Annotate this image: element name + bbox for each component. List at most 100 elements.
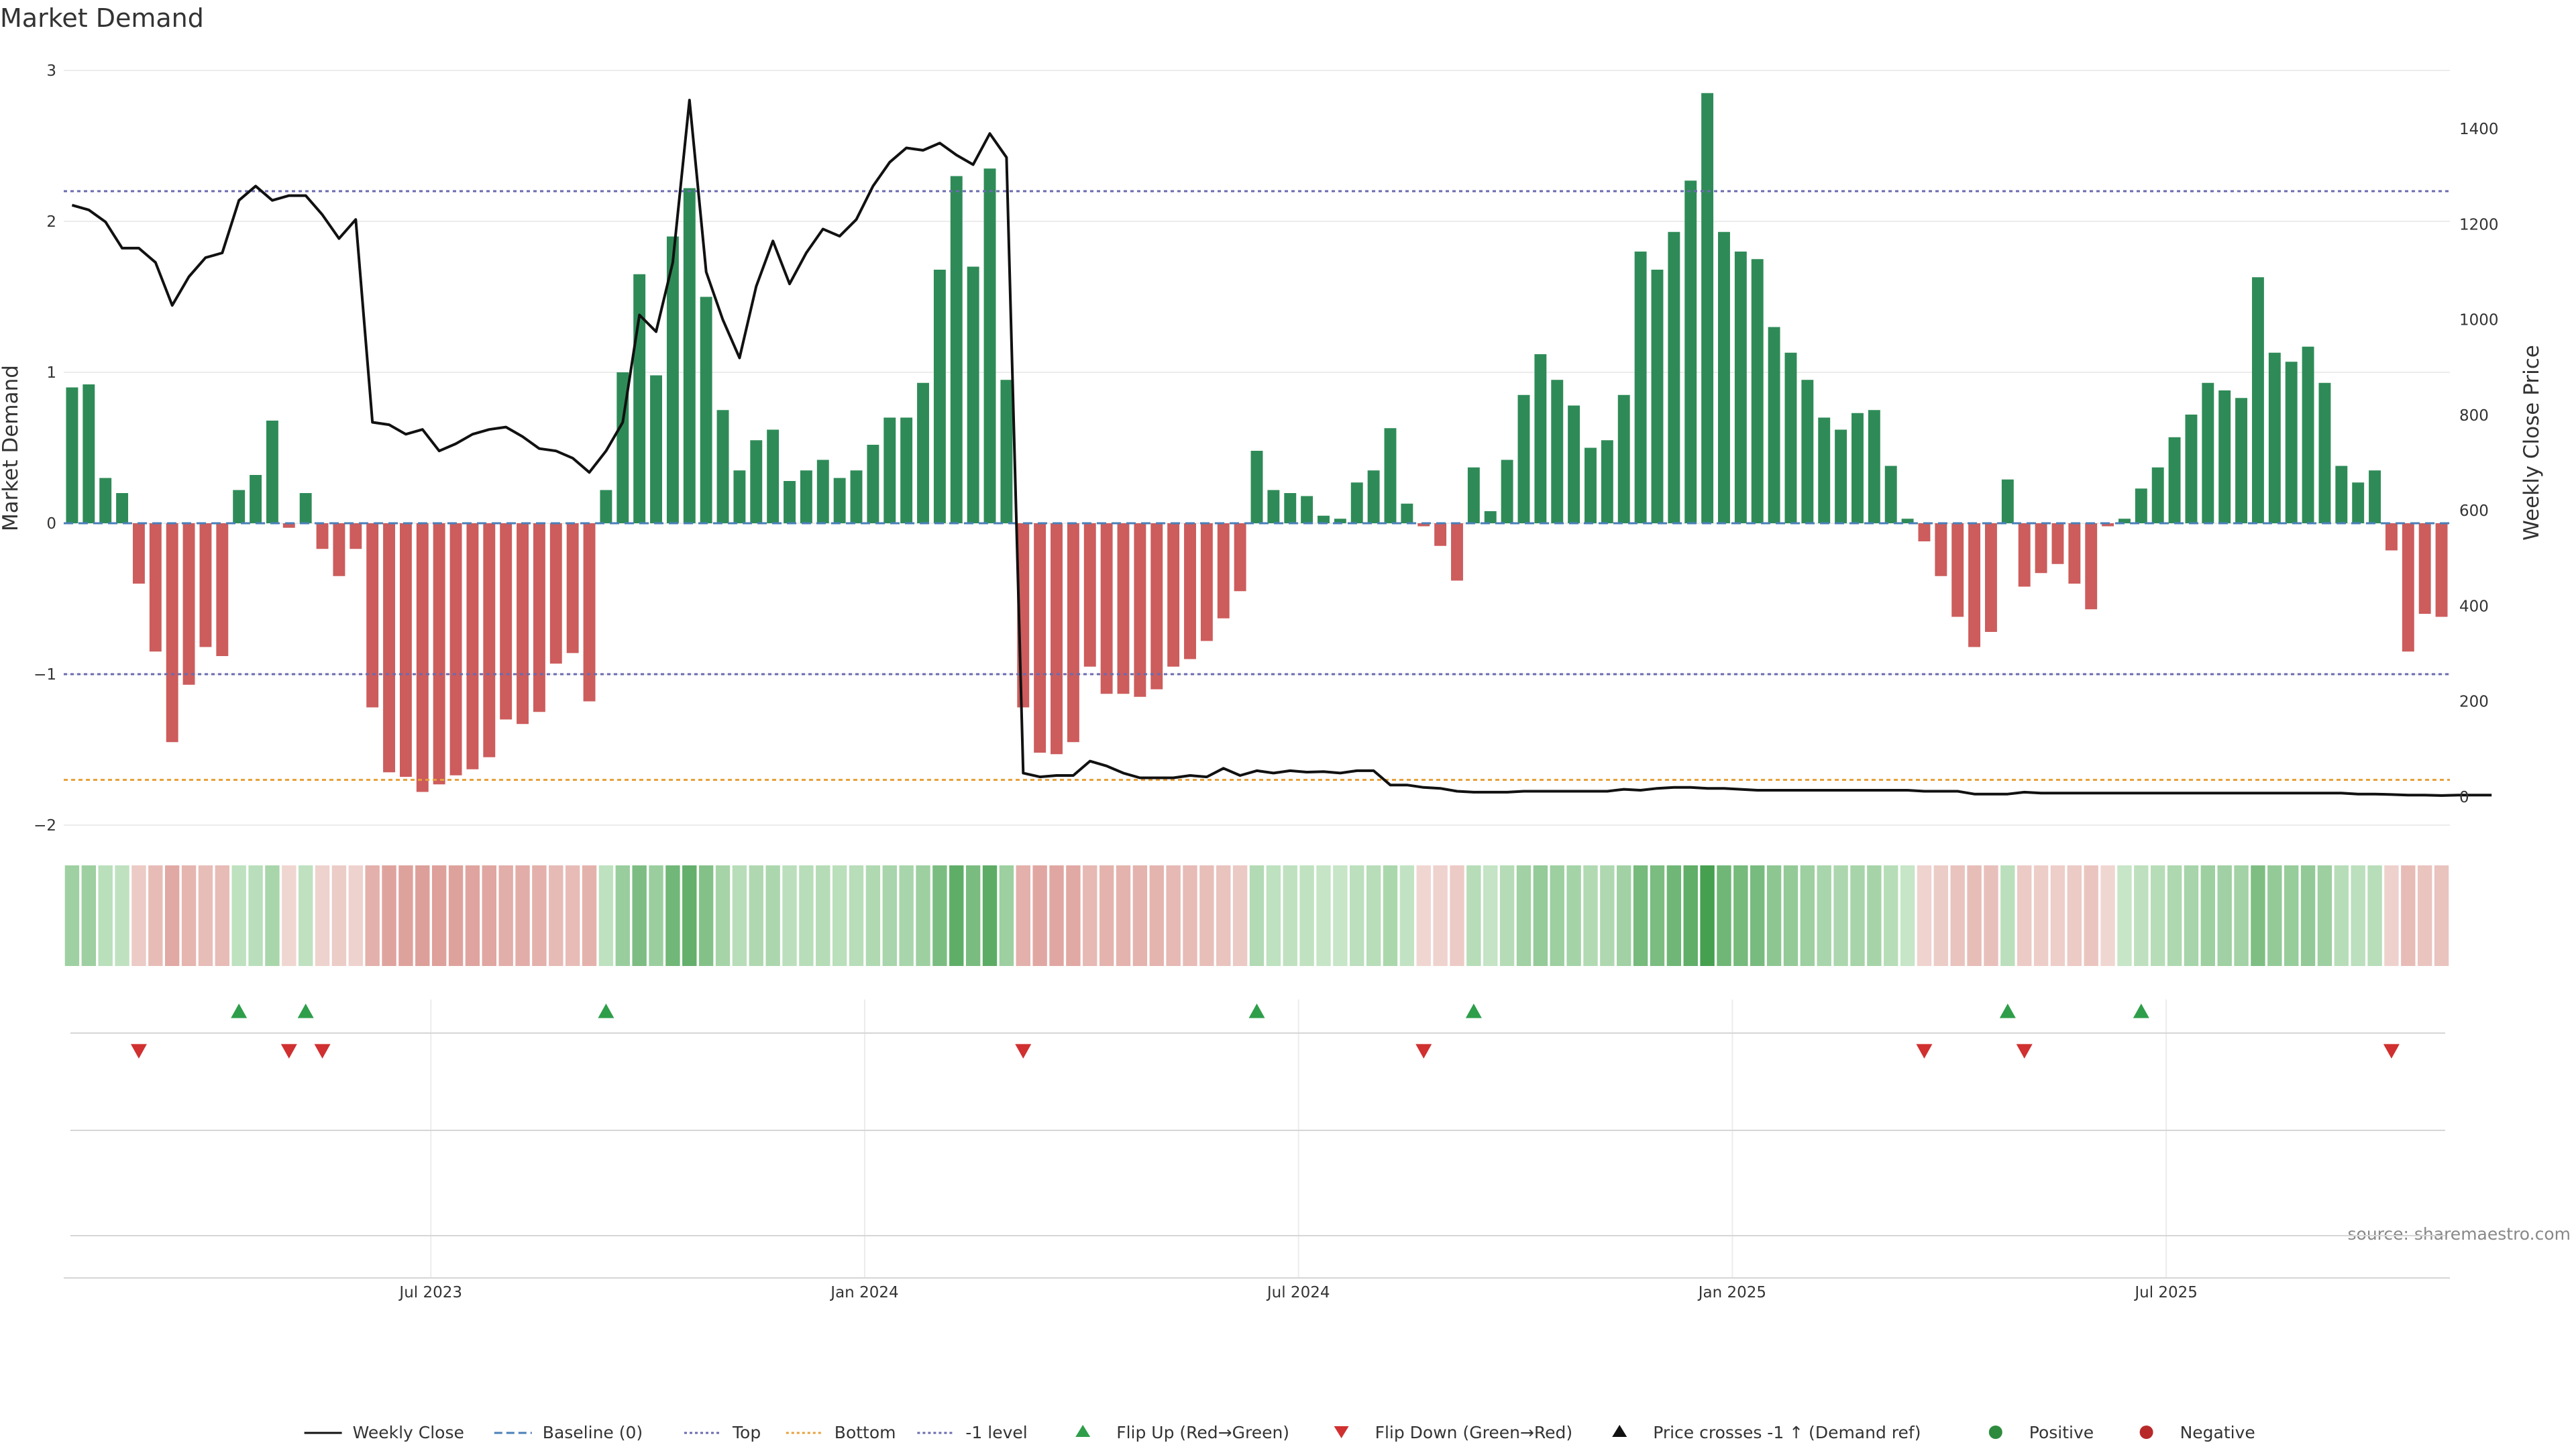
- demand-bar: [2251, 277, 2264, 523]
- y2-tick-label: 1000: [2459, 312, 2499, 329]
- demand-bar: [2318, 382, 2331, 523]
- heat-cell: [999, 865, 1014, 966]
- heat-cell: [164, 865, 180, 966]
- x-tick-label: Jan 2025: [1697, 1284, 1766, 1301]
- demand-bar: [1451, 523, 1463, 581]
- demand-bar: [1784, 352, 1797, 523]
- demand-bar: [282, 523, 295, 528]
- demand-bar: [1501, 460, 1513, 523]
- demand-bar: [1150, 523, 1163, 690]
- demand-bar: [449, 523, 462, 775]
- heat-cell: [1249, 865, 1265, 966]
- demand-bar: [1134, 523, 1146, 697]
- demand-bar: [1718, 231, 1730, 523]
- heat-cell: [732, 865, 747, 966]
- heat-cell: [582, 865, 597, 966]
- heat-cell: [1049, 865, 1064, 966]
- y-tick-label: 0: [46, 515, 56, 533]
- demand-bar: [2418, 523, 2431, 614]
- demand-bar: [2118, 519, 2131, 523]
- heat-cell: [1917, 865, 1932, 966]
- demand-bar: [299, 493, 312, 523]
- heat-cell: [2050, 865, 2065, 966]
- heat-cell: [81, 865, 97, 966]
- flip-down-marker: [314, 1044, 331, 1059]
- flip-down-marker: [1415, 1044, 1432, 1059]
- demand-bar: [366, 523, 379, 708]
- heat-cell: [1232, 865, 1248, 966]
- demand-bar: [416, 523, 429, 792]
- heat-cell: [115, 865, 129, 966]
- heat-cell: [382, 865, 396, 966]
- demand-bar: [833, 478, 846, 523]
- heat-cell: [1650, 865, 1665, 966]
- heat-cell: [1750, 865, 1765, 966]
- heat-cell: [2284, 865, 2299, 966]
- demand-bar: [650, 375, 662, 523]
- legend-label: Positive: [2029, 1423, 2094, 1442]
- heat-cell: [2300, 865, 2316, 966]
- y2-axis-label: Weekly Close Price: [2520, 345, 2544, 541]
- demand-bar: [466, 523, 479, 769]
- demand-bar: [1000, 380, 1013, 523]
- heat-cell: [1466, 865, 1481, 966]
- legend-label: Top: [732, 1423, 761, 1442]
- demand-bar: [1968, 523, 1981, 647]
- heat-cell: [415, 865, 430, 966]
- demand-bar: [1484, 511, 1497, 523]
- legend: Weekly Close Baseline (0) Top Bottom -1 leve…: [304, 1423, 2255, 1442]
- heat-cell: [1016, 865, 1030, 966]
- heat-cell: [2200, 865, 2216, 966]
- flip-up-marker: [231, 1004, 248, 1018]
- demand-bar: [1884, 466, 1897, 523]
- demand-bar: [1267, 490, 1280, 523]
- legend-label: Weekly Close: [353, 1423, 464, 1442]
- demand-bar: [2235, 398, 2248, 523]
- legend-item: Bottom: [786, 1423, 896, 1442]
- demand-bar: [2435, 523, 2448, 617]
- heat-cell: [1717, 865, 1731, 966]
- heat-cell: [1350, 865, 1364, 966]
- y2-tick-label: 0: [2459, 789, 2469, 806]
- demand-bar: [683, 188, 696, 523]
- heat-cell: [231, 865, 246, 966]
- demand-bar: [149, 523, 162, 652]
- heat-cell: [1166, 865, 1181, 966]
- heat-cell: [2351, 865, 2365, 966]
- heat-cell: [482, 865, 496, 966]
- demand-bar: [566, 523, 579, 653]
- demand-bar: [1051, 523, 1063, 755]
- legend-label: Negative: [2180, 1423, 2255, 1442]
- heat-cell: [849, 865, 864, 966]
- heat-cell: [298, 865, 313, 966]
- y2-tick-label: 800: [2459, 407, 2489, 425]
- demand-bar: [716, 410, 729, 523]
- heat-cell: [2217, 865, 2232, 966]
- demand-bar: [116, 493, 129, 523]
- demand-bar: [266, 421, 278, 523]
- flip-up-marker: [1248, 1004, 1265, 1018]
- heat-cell: [2000, 865, 2015, 966]
- demand-bar: [216, 523, 229, 656]
- demand-bar: [1384, 428, 1397, 523]
- legend-item: Weekly Close: [304, 1423, 464, 1442]
- heat-cell: [448, 865, 464, 966]
- heat-cell: [1583, 865, 1598, 966]
- demand-bar: [1568, 405, 1580, 523]
- demand-bar: [666, 236, 679, 523]
- flip-up-marker: [2133, 1004, 2149, 1018]
- chart-title: Market Demand: [0, 3, 204, 33]
- demand-bar: [1401, 503, 1413, 523]
- demand-bar: [933, 270, 946, 523]
- y2-tick-label: 1400: [2459, 121, 2499, 138]
- demand-bar: [483, 523, 496, 757]
- heat-cell: [215, 865, 230, 966]
- legend-item: Negative: [2139, 1423, 2255, 1442]
- heat-cell: [982, 865, 998, 966]
- heat-cell: [1833, 865, 1848, 966]
- heat-cell: [1950, 865, 1965, 966]
- demand-bar: [399, 523, 412, 777]
- heat-cell: [565, 865, 580, 966]
- demand-bar: [1217, 523, 1230, 619]
- demand-bar: [1768, 327, 1780, 523]
